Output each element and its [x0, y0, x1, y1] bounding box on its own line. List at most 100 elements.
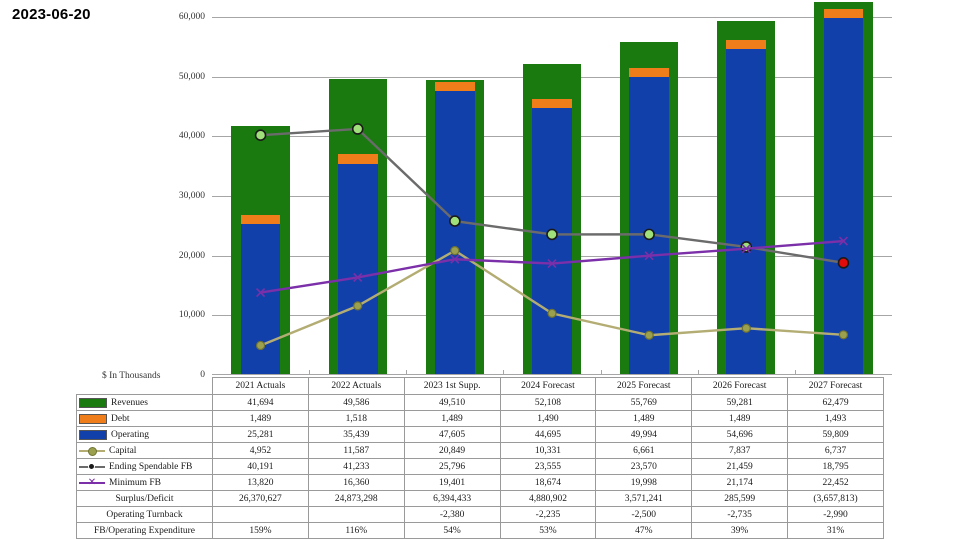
table-cell: 19,998	[595, 474, 693, 491]
table-cell: 54%	[403, 522, 501, 539]
table-cell: 6,737	[787, 442, 884, 459]
category-separator	[503, 370, 505, 375]
table-cell: -2,500	[595, 506, 693, 523]
table-cell: 41,233	[307, 458, 405, 475]
column-header-1: 2021 Actuals	[212, 377, 309, 395]
row-label: Operating	[111, 429, 149, 440]
marker-point	[547, 308, 557, 318]
table-cell: 25,281	[212, 426, 309, 443]
marker-point	[546, 228, 558, 241]
row-label: Debt	[111, 413, 130, 424]
marker-endpoint-highlight	[837, 257, 850, 269]
line-capital	[260, 249, 844, 347]
row-label: Ending Spendable FB	[109, 461, 193, 472]
table-cell: 13,820	[212, 474, 309, 491]
marker-x	[838, 236, 848, 246]
table-cell: 1,489	[595, 410, 693, 427]
category-separator	[309, 370, 311, 375]
marker-point	[254, 129, 267, 141]
table-row: FB/Operating Expenditure 159% 116% 54% 53% 47…	[76, 522, 884, 539]
line-ending-spendable-fb	[260, 127, 844, 265]
table-cell: 31%	[787, 522, 884, 539]
column-header-5: 2025 Forecast	[595, 377, 693, 395]
bar-debt	[240, 215, 281, 225]
table-cell: 116%	[307, 522, 405, 539]
table-cell: 1,489	[691, 410, 789, 427]
table-cell: 54,696	[691, 426, 789, 443]
table-cell: 26,370,627	[212, 490, 309, 507]
table-row: Revenues 41,694 49,586 49,510 52,108 55,769 59…	[76, 394, 884, 411]
table-row: Ending Spendable FB 40,191 41,233 25,796 23,…	[76, 458, 884, 475]
y-tick-label: 20,000	[178, 250, 205, 261]
table-cell: 59,809	[787, 426, 884, 443]
marker-point	[741, 323, 751, 333]
table-row: ✕ Minimum FB 13,820 16,360 19,401 18,674 19,99…	[76, 474, 884, 491]
table-row: Capital 4,952 11,587 20,849 10,331 6,661 7,837…	[76, 442, 884, 459]
table-cell: (3,657,813)	[787, 490, 884, 507]
table-cell: 49,510	[403, 394, 501, 411]
bar-debt	[532, 99, 572, 109]
bar-operating	[434, 90, 475, 375]
table-row: Debt 1,489 1,518 1,489 1,490 1,489 1,489 1,493	[76, 410, 884, 427]
table-cell: 4,880,902	[499, 490, 597, 507]
table-cell: 47%	[595, 522, 693, 539]
bar-operating	[823, 18, 864, 375]
table-cell: 35,439	[307, 426, 405, 443]
table-cell: 6,661	[595, 442, 693, 459]
table-cell: 11,587	[307, 442, 405, 459]
marker-x	[450, 254, 460, 264]
data-table-wrapper: 2021 Actuals 2022 Actuals 2023 1st Supp. 20…	[76, 377, 884, 539]
marker-point	[351, 123, 364, 135]
y-tick-label: 50,000	[178, 71, 205, 82]
bar-debt	[337, 154, 378, 164]
table-cell: -2,380	[403, 506, 501, 523]
table-cell: 19,401	[403, 474, 501, 491]
row-label: Minimum FB	[109, 477, 161, 488]
table-cell: 21,174	[691, 474, 789, 491]
bar-operating	[629, 76, 670, 375]
table-cell: 39%	[691, 522, 789, 539]
y-axis-units-label: $ In Thousands	[102, 371, 161, 381]
bar-operating	[532, 108, 572, 375]
table-cell: 1,489	[212, 410, 309, 427]
y-tick-label: 30,000	[178, 191, 205, 201]
table-cell: 53%	[499, 522, 597, 539]
table-cell: 18,674	[499, 474, 597, 491]
orange-swatch-icon	[79, 413, 107, 424]
column-header-7: 2027 Forecast	[787, 377, 884, 395]
row-label-cell: Revenues	[76, 394, 213, 411]
table-cell	[212, 506, 309, 523]
marker-x	[547, 259, 557, 269]
marker-point	[838, 330, 849, 340]
table-cell: 49,994	[595, 426, 693, 443]
table-cell: 1,493	[787, 410, 884, 427]
marker-point	[740, 241, 753, 253]
row-label: Capital	[109, 445, 137, 456]
table-cell	[307, 506, 405, 523]
table-cell: 55,769	[595, 394, 693, 411]
table-corner-cell	[76, 377, 213, 395]
table-cell: 21,459	[691, 458, 789, 475]
table-cell: -2,990	[787, 506, 884, 523]
blue-swatch-icon	[79, 429, 107, 440]
category-separator	[697, 370, 699, 375]
table-cell: 62,479	[787, 394, 884, 411]
table-cell: 4,952	[212, 442, 309, 459]
khaki-line-marker-icon	[79, 446, 105, 456]
table-cell: 47,605	[403, 426, 501, 443]
marker-x	[644, 251, 654, 261]
row-label: Surplus/Deficit	[115, 493, 174, 504]
table-cell: -2,235	[499, 506, 597, 523]
table-cell: 1,490	[499, 410, 597, 427]
marker-point	[644, 330, 654, 340]
column-header-3: 2023 1st Supp.	[403, 377, 501, 395]
bar-operating	[337, 163, 378, 375]
row-label-cell: Operating Turnback	[76, 506, 213, 523]
y-tick-label: 10,000	[178, 310, 205, 321]
table-cell: 3,571,241	[595, 490, 693, 507]
y-tick-label: 60,000	[178, 12, 205, 22]
row-label-cell: Operating	[76, 426, 213, 443]
table-cell: -2,735	[691, 506, 789, 523]
table-cell: 20,849	[403, 442, 501, 459]
